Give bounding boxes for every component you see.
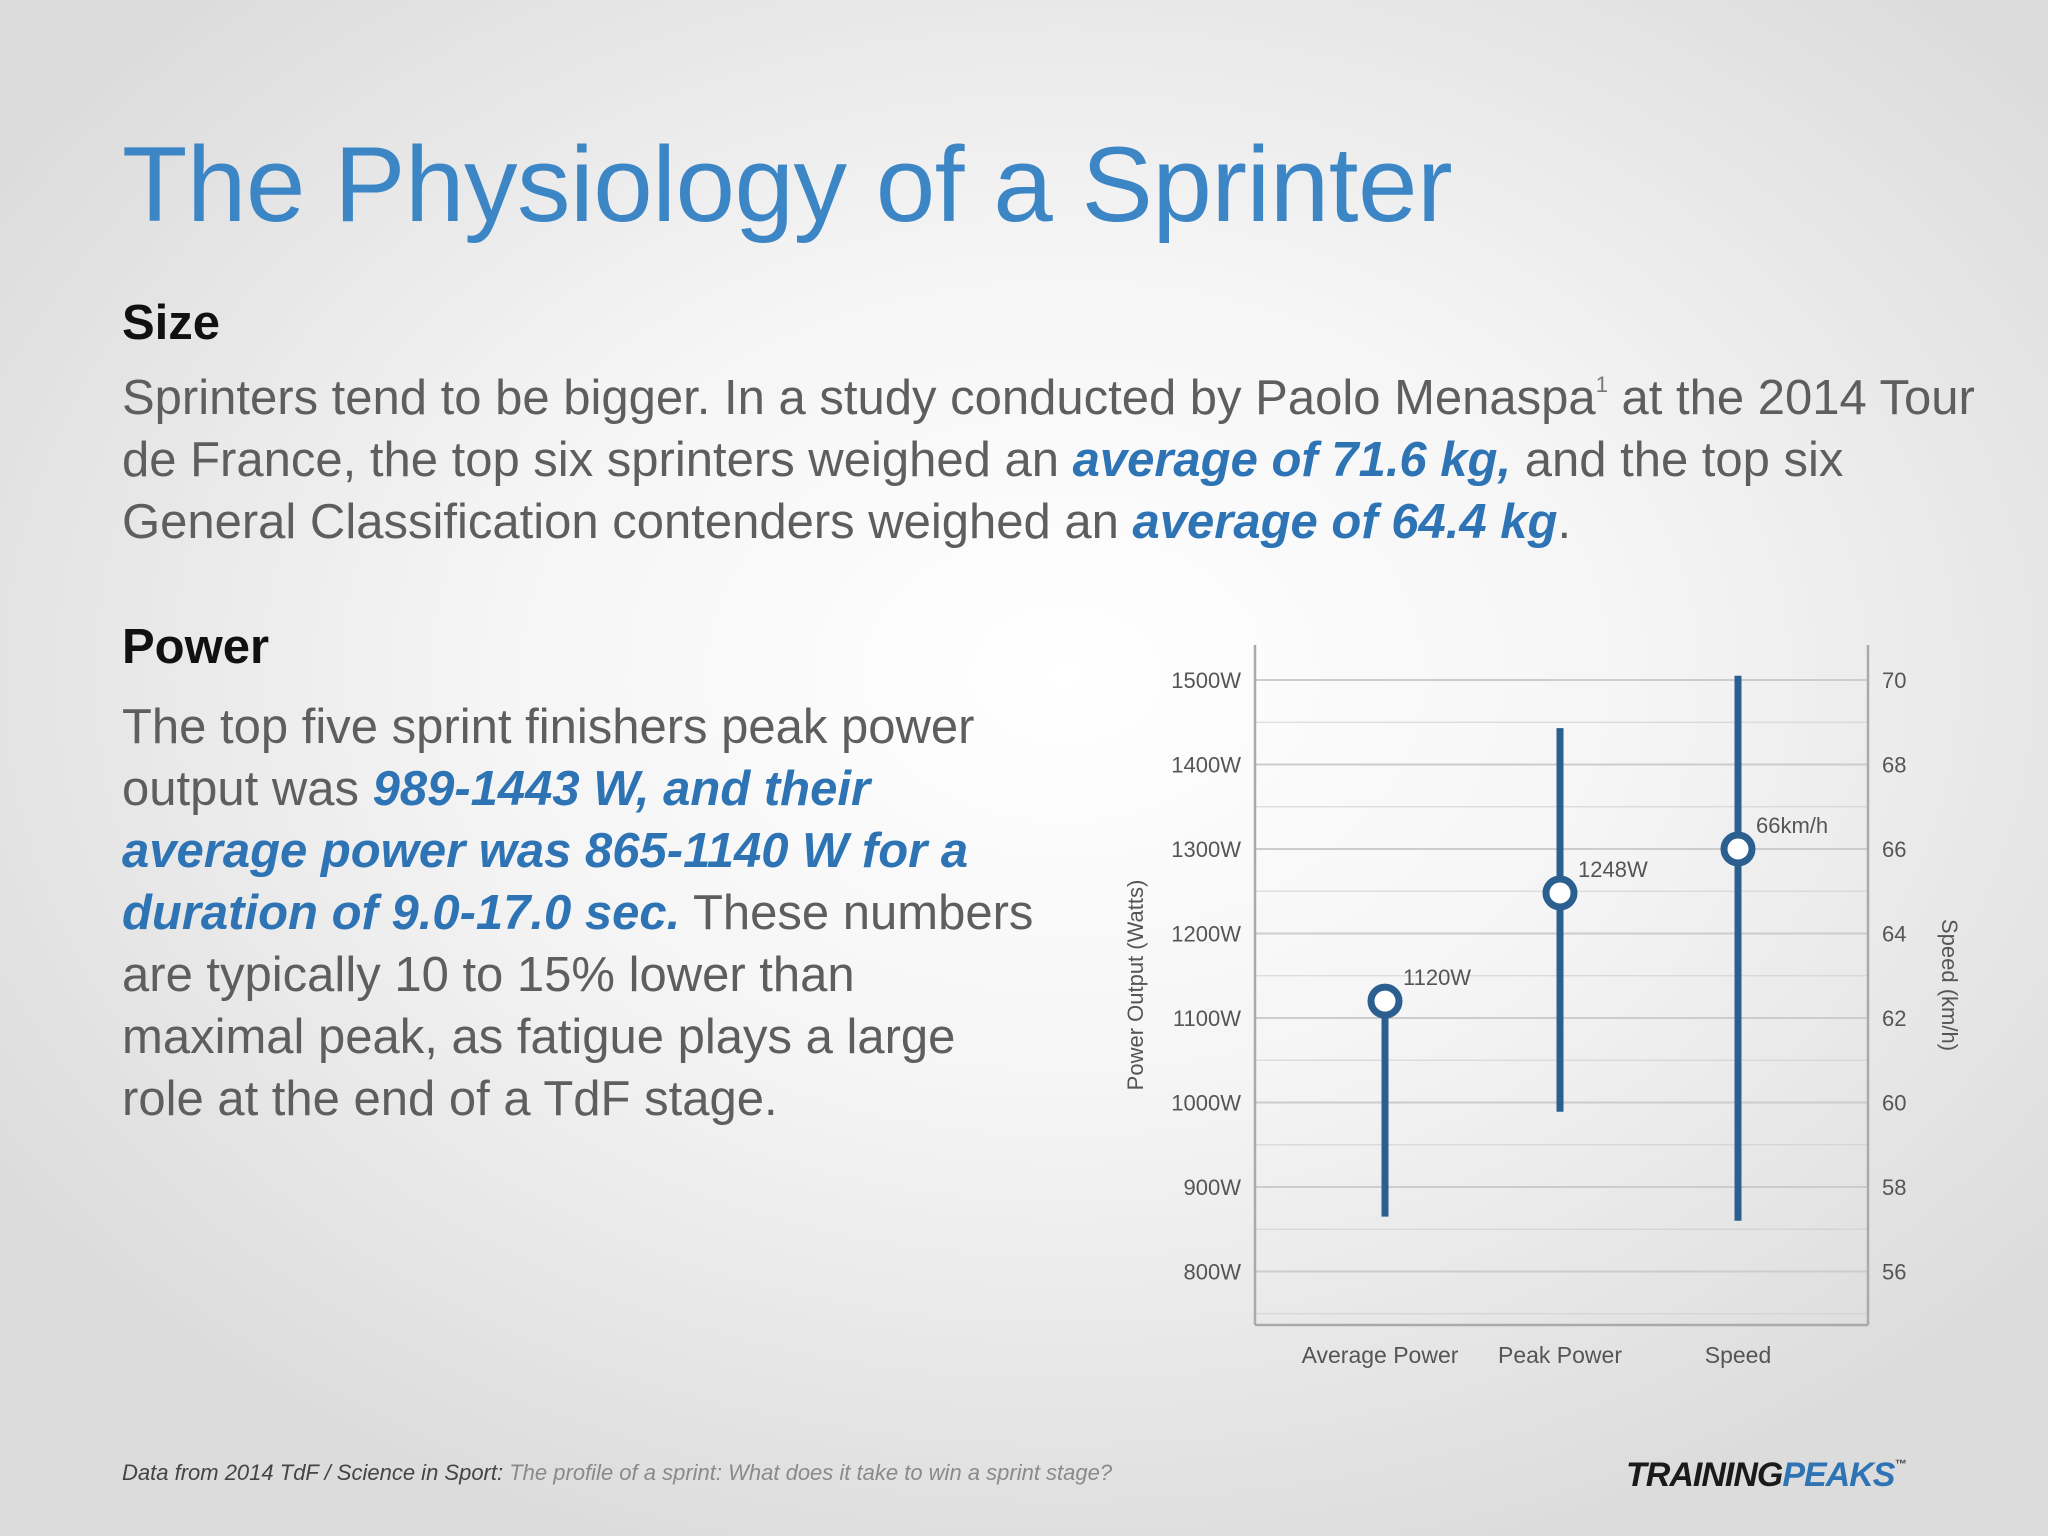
size-highlight-sprinters: average of 71.6 kg, [1072,433,1512,487]
value-label: 66km/h [1756,813,1828,838]
logo-part-peaks: PEAKS [1782,1456,1895,1494]
power-text-1: The top five sprint finishers peak power… [122,700,975,816]
right-tick-label: 70 [1882,668,1906,693]
power-text-2: These numbers are typically 10 to 15% lo… [122,886,1034,1126]
right-tick-label: 66 [1882,837,1906,862]
left-tick-label: 1000W [1171,1091,1241,1116]
value-label: 1248W [1578,857,1648,882]
footnote-title: The profile of a sprint: What does it ta… [509,1460,1113,1485]
right-tick-label: 56 [1882,1260,1906,1285]
value-label: 1120W [1403,965,1471,990]
right-tick-label: 62 [1882,1006,1906,1031]
right-tick-label: 58 [1882,1175,1906,1200]
logo-trademark: ™ [1894,1457,1906,1471]
footnote-source: Data from 2014 TdF / Science in Sport: [122,1460,510,1485]
right-axis-title: Speed (km/h) [1937,919,1962,1051]
size-text-3: and the top six General Classification c… [122,433,1844,549]
size-paragraph: Sprinters tend to be bigger. In a study … [122,354,1982,553]
value-marker [1720,831,1756,867]
footnote-marker[interactable]: 1 [1595,372,1608,397]
left-axis-title: Power Output (Watts) [1123,880,1148,1091]
size-text-4: . [1557,495,1572,549]
right-tick-label: 64 [1882,922,1906,947]
right-tick-label: 60 [1882,1091,1906,1116]
category-label: Speed [1705,1342,1772,1368]
right-tick-label: 68 [1882,753,1906,778]
left-tick-label: 1100W [1173,1006,1241,1031]
power-paragraph: The top five sprint finishers peak power… [122,696,1042,1130]
size-text-2: at the 2014 Tour de France, the top six … [122,371,1975,487]
size-highlight-gc: average of 64.4 kg [1132,495,1558,549]
left-tick-label: 900W [1184,1175,1242,1200]
logo-part-training: TRAINING [1626,1456,1783,1494]
category-label: Peak Power [1498,1342,1622,1368]
size-text-1: Sprinters tend to be bigger. In a study … [122,371,1596,425]
left-tick-label: 1200W [1171,922,1241,947]
trainingpeaks-logo: TRAININGPEAKS™ [1626,1456,1906,1495]
left-tick-label: 800W [1184,1260,1242,1285]
power-highlight: 989-1443 W, and their average power was … [122,762,969,940]
left-tick-label: 1300W [1171,837,1241,862]
value-marker [1542,875,1578,911]
power-speed-chart: 800W 900W 1000W 1100W 1200W 1300W 1400W 1500W 56… [1123,645,1962,1368]
power-heading: Power [122,620,270,674]
size-heading: Size [122,296,221,350]
page-title: The Physiology of a Sprinter [122,124,1453,244]
left-tick-label: 1500W [1171,668,1241,693]
category-label: Average Power [1302,1342,1459,1368]
left-tick-label: 1400W [1171,753,1241,778]
value-marker [1367,983,1403,1019]
source-footnote: Data from 2014 TdF / Science in Sport: T… [122,1460,1112,1486]
